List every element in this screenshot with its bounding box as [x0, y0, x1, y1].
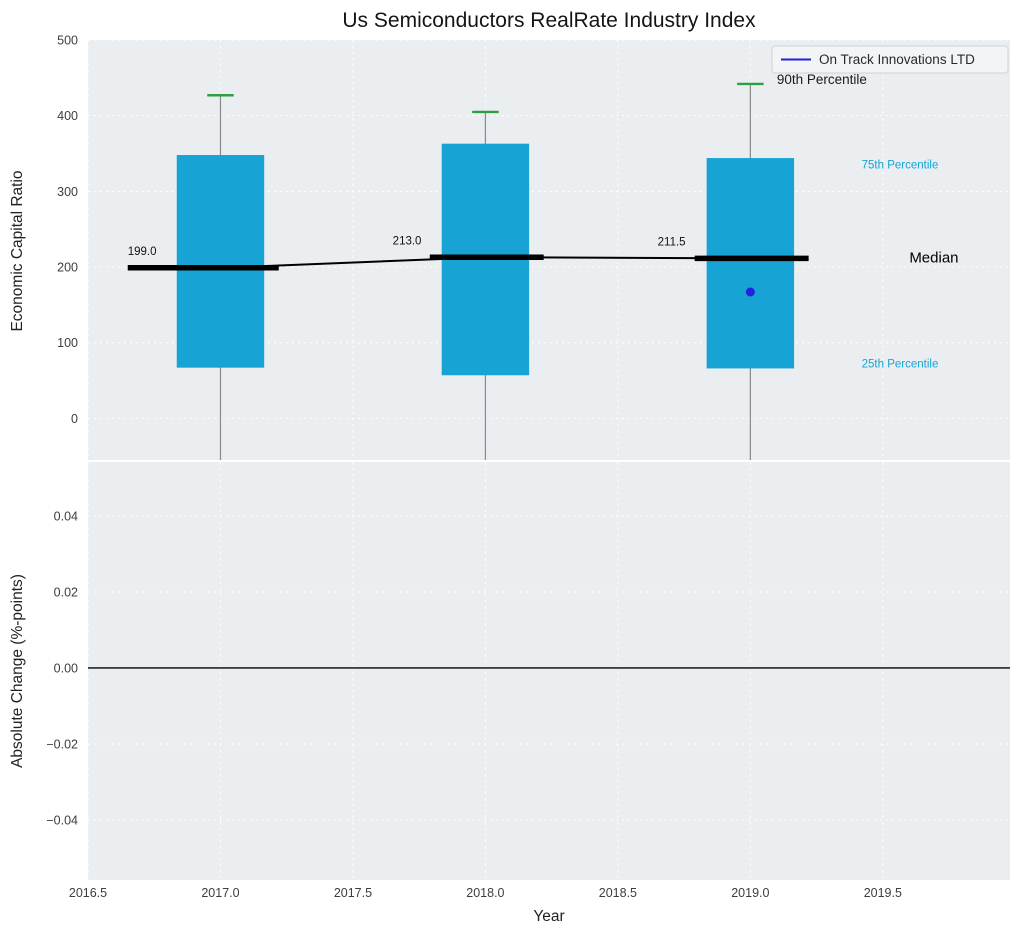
- y-tick-label-bottom: 0.04: [54, 509, 78, 523]
- x-tick-label: 2019.5: [864, 886, 902, 900]
- y-tick-label-bottom: 0.02: [54, 585, 78, 599]
- y-tick-label-bottom: 0.00: [54, 661, 78, 675]
- iqr-box-2019: [706, 158, 795, 369]
- median-value-label-2018: 213.0: [393, 235, 422, 247]
- y-tick-label-top: 200: [57, 261, 78, 275]
- y-tick-label-top: 0: [71, 412, 78, 426]
- y-tick-label-top: 400: [57, 109, 78, 123]
- x-tick-label: 2016.5: [69, 886, 107, 900]
- plot-panels: [88, 40, 1010, 880]
- x-axis-label: Year: [533, 908, 564, 925]
- bottom-y-axis-label: Absolute Change (%-points): [9, 574, 26, 768]
- x-tick-label: 2018.5: [599, 886, 637, 900]
- top-y-axis-label: Economic Capital Ratio: [9, 170, 26, 331]
- annotation-90th-percentile: 90th Percentile: [777, 72, 867, 87]
- bottom-plot-panel: [88, 462, 1010, 880]
- y-tick-label-bottom: −0.02: [46, 737, 78, 751]
- y-tick-label-bottom: −0.04: [46, 813, 78, 827]
- annotation-75th-percentile: 75th Percentile: [862, 160, 939, 172]
- x-tick-label: 2017.0: [201, 886, 239, 900]
- median-value-label-2019: 211.5: [658, 236, 686, 248]
- chart-title: Us Semiconductors RealRate Industry Inde…: [342, 9, 756, 32]
- company-point: [745, 287, 755, 297]
- x-tick-label: 2017.5: [334, 886, 372, 900]
- y-tick-label-top: 100: [57, 336, 78, 350]
- iqr-box-2017: [176, 155, 265, 368]
- y-tick-label-top: 300: [57, 185, 78, 199]
- median-value-label-2017: 199.0: [128, 246, 157, 258]
- data-marks: 199.0 213.0 211.5 90th Percentile 75th Perce…: [88, 72, 1010, 669]
- legend-label: On Track Innovations LTD: [819, 52, 975, 67]
- x-tick-label: 2019.0: [731, 886, 769, 900]
- x-tick-label: 2018.0: [466, 886, 504, 900]
- legend-box: [771, 45, 1009, 74]
- annotation-median: Median: [909, 249, 958, 266]
- legend: On Track Innovations LTD: [771, 45, 1009, 74]
- annotation-25th-percentile: 25th Percentile: [862, 359, 939, 371]
- y-tick-label-top: 500: [57, 34, 78, 48]
- tick-labels: 0 100 200 300 400 500 −0.04 −0.02 0.00 0.02 0.04 20…: [46, 34, 902, 901]
